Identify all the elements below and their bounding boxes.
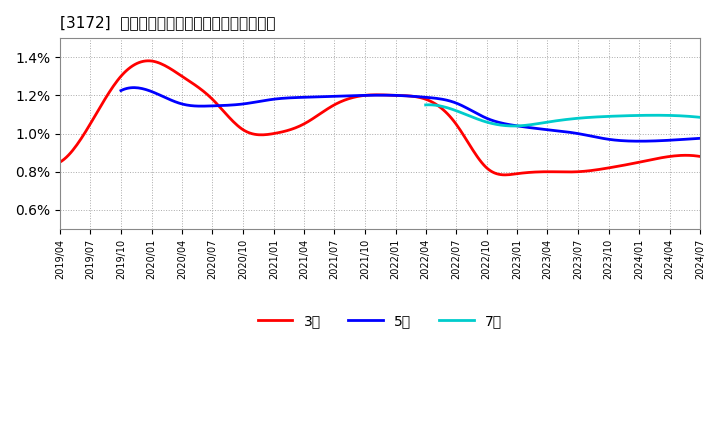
- Line: 5年: 5年: [121, 88, 700, 141]
- Line: 7年: 7年: [426, 105, 700, 126]
- Text: [3172]  当期純利益マージンの標準偏差の推移: [3172] 当期純利益マージンの標準偏差の推移: [60, 15, 275, 30]
- Line: 3年: 3年: [60, 61, 700, 175]
- Legend: 3年, 5年, 7年: 3年, 5年, 7年: [252, 308, 508, 334]
